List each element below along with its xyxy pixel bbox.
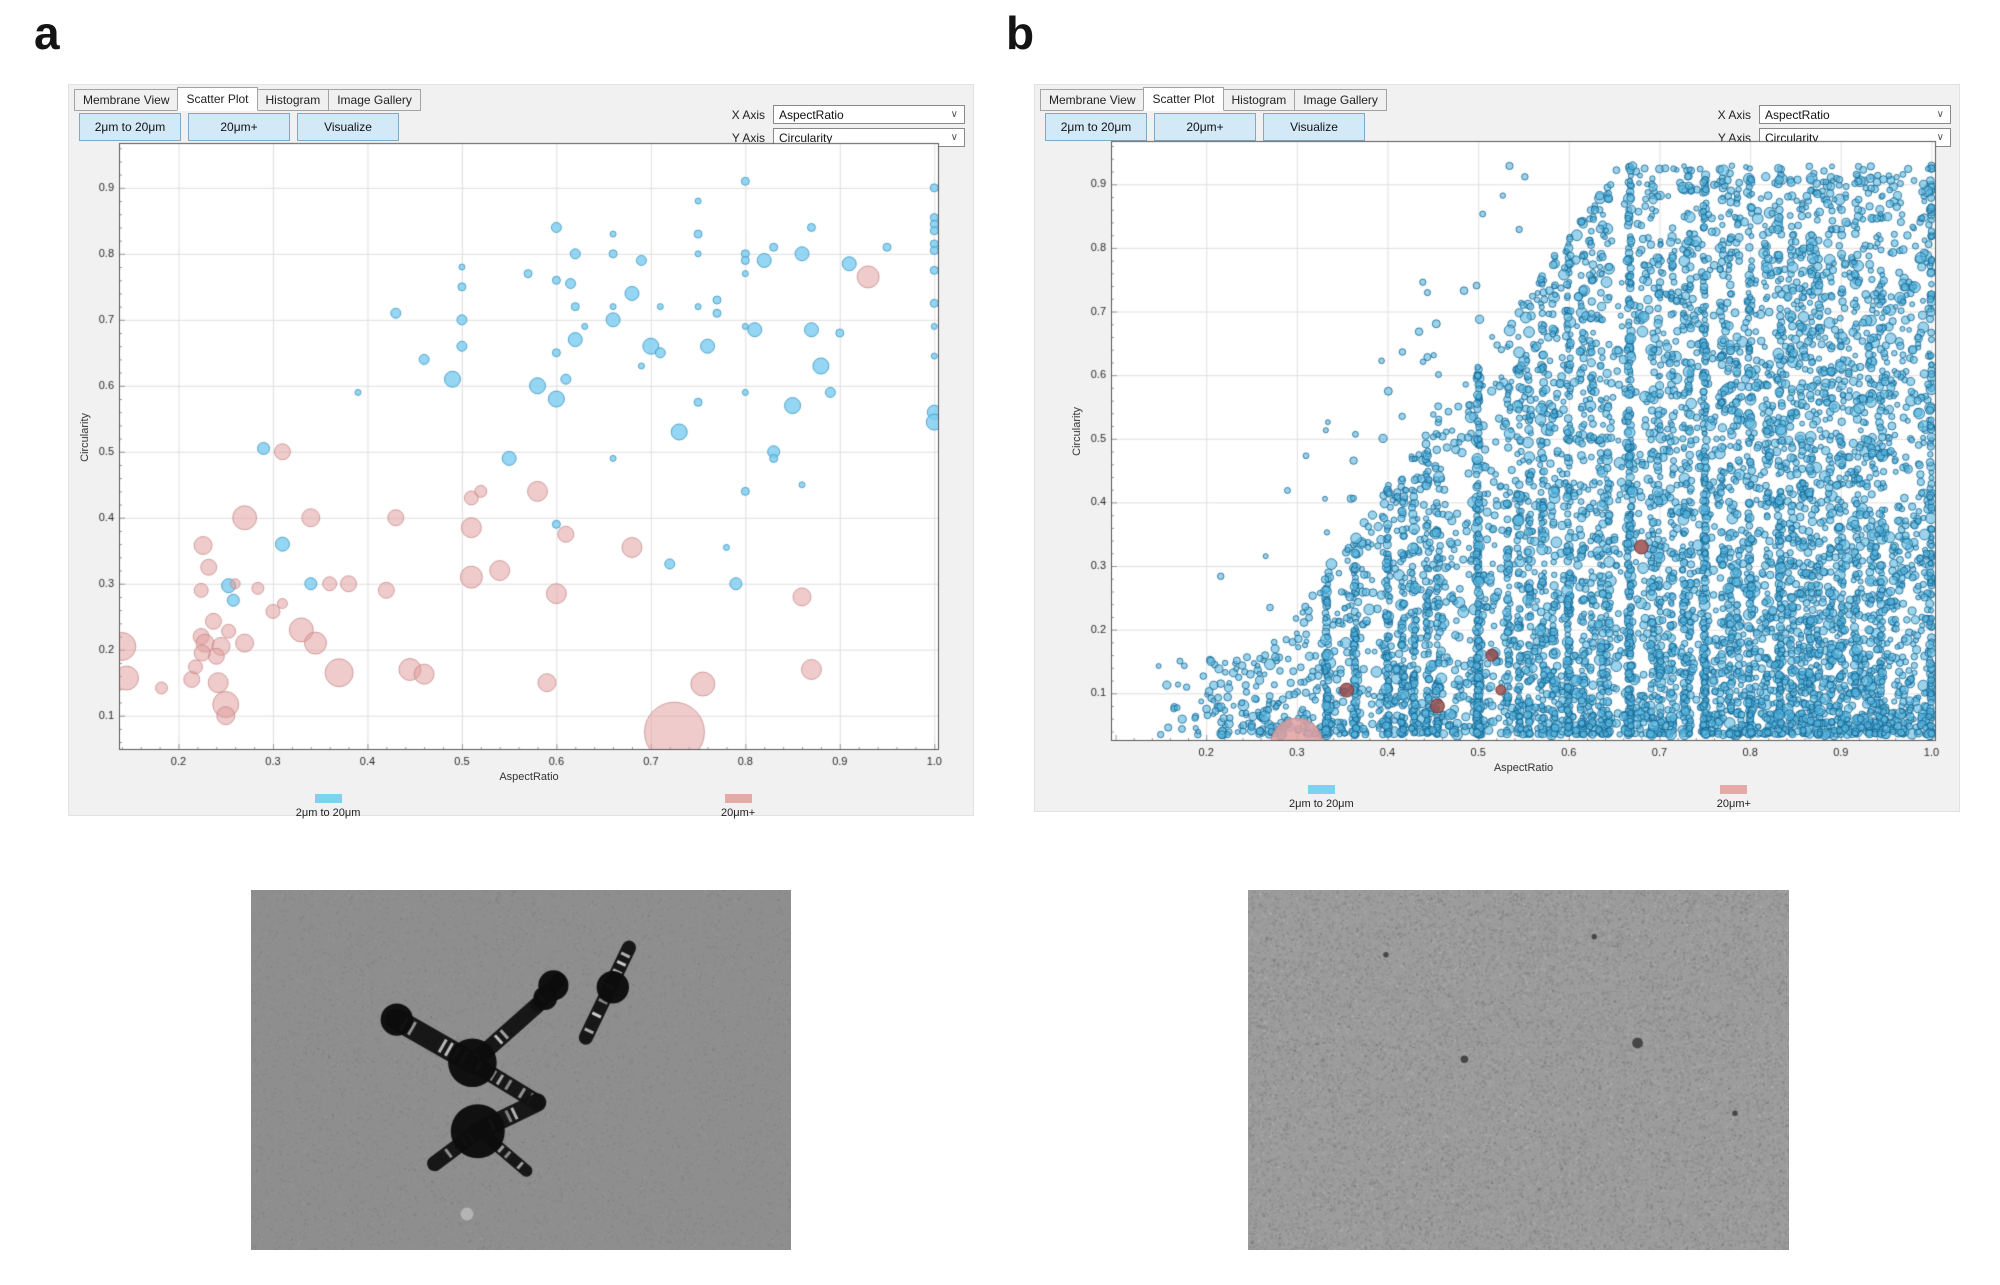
tab-image-gallery[interactable]: Image Gallery xyxy=(1294,89,1387,111)
analysis-window-b: Membrane View Scatter Plot Histogram Image … xyxy=(1034,84,1960,812)
tab-scatter-plot[interactable]: Scatter Plot xyxy=(1143,87,1224,111)
legend-swatch-blue xyxy=(314,794,342,803)
analysis-window-a: Membrane View Scatter Plot Histogram Image … xyxy=(68,84,974,819)
tab-scatter-plot[interactable]: Scatter Plot xyxy=(177,87,258,111)
legend-label: 2μm to 20μm xyxy=(1289,798,1354,810)
tab-bar: Membrane View Scatter Plot Histogram Image … xyxy=(74,87,421,111)
legend-label: 20μm+ xyxy=(721,807,756,819)
x-axis-selected-value: AspectRatio xyxy=(1765,107,1830,122)
tab-membrane-view[interactable]: Membrane View xyxy=(74,89,179,111)
x-axis-control: X Axis AspectRatio ∨ xyxy=(732,105,965,124)
tab-membrane-view[interactable]: Membrane View xyxy=(1040,89,1145,111)
legend-swatch-blue xyxy=(1307,785,1335,794)
chevron-down-icon: ∨ xyxy=(950,108,958,120)
y-axis-title: Circularity xyxy=(79,412,91,462)
scatter-plot-canvas-a xyxy=(77,133,951,776)
panel-label-a: a xyxy=(34,7,60,59)
legend-item-large-particles: 20μm+ xyxy=(678,794,798,819)
tab-bar: Membrane View Scatter Plot Histogram Image … xyxy=(1040,87,1387,111)
x-axis-select[interactable]: AspectRatio ∨ xyxy=(1759,105,1951,124)
tab-image-gallery[interactable]: Image Gallery xyxy=(328,89,421,111)
x-axis-label: X Axis xyxy=(731,107,765,122)
chevron-down-icon: ∨ xyxy=(950,131,958,143)
x-axis-title: AspectRatio xyxy=(499,771,559,783)
legend-label: 20μm+ xyxy=(1716,798,1751,810)
x-axis-control: X Axis AspectRatio ∨ xyxy=(1718,105,1951,124)
x-axis-title: AspectRatio xyxy=(1493,762,1554,774)
legend-item-large-particles: 20μm+ xyxy=(1674,785,1794,810)
tab-histogram[interactable]: Histogram xyxy=(1222,89,1296,111)
chevron-down-icon: ∨ xyxy=(1936,108,1944,120)
micrograph-a xyxy=(251,890,791,1250)
x-axis-selected-value: AspectRatio xyxy=(779,107,844,122)
panel-label-b: b xyxy=(1006,7,1035,59)
legend-swatch-pink xyxy=(724,794,752,803)
x-axis-select[interactable]: AspectRatio ∨ xyxy=(773,105,965,124)
tab-histogram[interactable]: Histogram xyxy=(256,89,330,111)
x-axis-label: X Axis xyxy=(1717,107,1751,122)
scatter-plot-canvas-b xyxy=(1069,131,1948,767)
legend-label: 2μm to 20μm xyxy=(295,807,361,819)
legend-item-small-particles: 2μm to 20μm xyxy=(1261,785,1381,810)
micrograph-b xyxy=(1248,890,1789,1250)
legend-swatch-pink xyxy=(1720,785,1748,794)
y-axis-title: Circularity xyxy=(1071,407,1083,456)
legend-item-small-particles: 2μm to 20μm xyxy=(268,794,388,819)
